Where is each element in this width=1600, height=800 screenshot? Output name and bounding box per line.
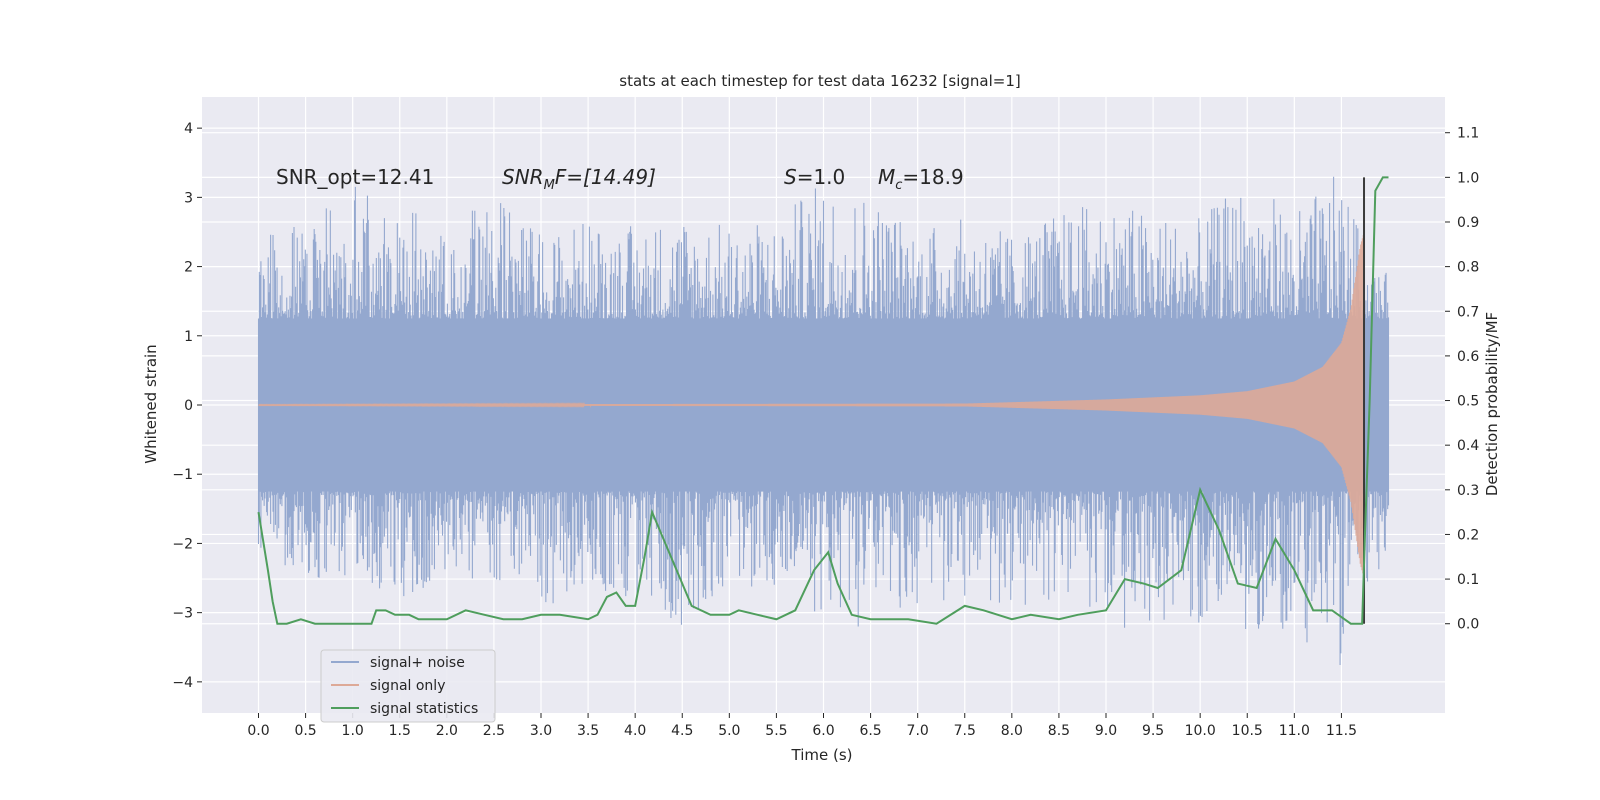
- x-tick-label: 10.0: [1185, 723, 1216, 739]
- x-tick-label: 1.5: [389, 723, 411, 739]
- y-right-tick-label: 1.0: [1457, 170, 1479, 186]
- x-tick-label: 4.5: [671, 723, 693, 739]
- y-tick-label: −4: [172, 675, 193, 691]
- x-tick-label: 10.5: [1232, 723, 1263, 739]
- y-tick-label: 1: [184, 329, 193, 345]
- y-right-tick-label: 0.2: [1457, 527, 1479, 543]
- y-tick-label: −3: [172, 606, 193, 622]
- x-tick-label: 6.0: [812, 723, 834, 739]
- series-signal-statistics: [257, 176, 1389, 625]
- y-right-tick-label: 0.1: [1457, 572, 1479, 588]
- signal-only-trace: [258, 231, 1365, 577]
- x-tick-label: 2.5: [483, 723, 505, 739]
- y-tick-label: −2: [172, 536, 193, 552]
- annotation-snr-mf: SNRMF=[14.49]: [502, 165, 656, 193]
- y-tick-label: 2: [184, 260, 193, 276]
- x-tick-label: 11.5: [1326, 723, 1357, 739]
- x-tick-label: 9.5: [1142, 723, 1164, 739]
- chart-title: stats at each timestep for test data 162…: [619, 72, 1020, 90]
- y-right-tick-label: 0.3: [1457, 483, 1479, 499]
- y-right-tick-label: 0.9: [1457, 215, 1479, 231]
- x-tick-label: 0.5: [294, 723, 316, 739]
- x-tick-label: 8.5: [1048, 723, 1070, 739]
- annotation-snr-opt: SNR_opt=12.41: [276, 165, 434, 189]
- axis-ticks: 0.0 0.5 1.0 1.5 2.0 2.5 3.0 3.5 4.0 4.5 5.0 5.5 6.0 6…: [172, 121, 1479, 739]
- annotation-mc-value: =18.9: [902, 165, 963, 189]
- y-right-tick-label: 0.8: [1457, 260, 1479, 276]
- signal-noise-trace: [257, 176, 1390, 665]
- y-tick-label: 3: [184, 190, 193, 206]
- y-tick-label: −1: [172, 467, 193, 483]
- data-layer: [257, 176, 1390, 665]
- annotation-mc-subscript: c: [895, 178, 902, 193]
- y-right-axis-label: Detection probability/MF: [1483, 312, 1501, 496]
- x-tick-label: 2.0: [436, 723, 458, 739]
- y-right-tick-label: 0.7: [1457, 304, 1479, 320]
- x-tick-label: 0.0: [247, 723, 269, 739]
- annotation-mc: Mc=18.9: [878, 165, 964, 193]
- x-axis-label: Time (s): [791, 746, 853, 764]
- x-tick-label: 1.0: [342, 723, 364, 739]
- y-right-tick-label: 0.5: [1457, 394, 1479, 410]
- x-tick-label: 9.0: [1095, 723, 1117, 739]
- annotation-s-value: =1.0: [797, 165, 846, 189]
- y-tick-label: 4: [184, 121, 193, 137]
- x-tick-label: 11.0: [1279, 723, 1310, 739]
- legend-label-signal-noise: signal+ noise: [370, 655, 465, 671]
- y-tick-label: 0: [184, 398, 193, 414]
- y-right-tick-label: 1.1: [1457, 126, 1479, 142]
- annotation-snr-mf-symbol: SNR: [502, 165, 544, 189]
- x-tick-label: 6.5: [859, 723, 881, 739]
- legend-label-signal-only: signal only: [370, 678, 445, 694]
- x-tick-label: 5.5: [765, 723, 787, 739]
- x-tick-label: 3.0: [530, 723, 552, 739]
- y-axis-label: Whitened strain: [142, 344, 160, 463]
- y-right-tick-label: 0.6: [1457, 349, 1479, 365]
- series-signal-only: [258, 231, 1365, 577]
- annotation-s: S=1.0: [784, 165, 845, 189]
- x-tick-label: 3.5: [577, 723, 599, 739]
- legend: signal+ noise signal only signal statist…: [320, 649, 496, 723]
- annotation-snr-mf-value: F=[14.49]: [555, 165, 656, 189]
- x-tick-label: 4.0: [624, 723, 646, 739]
- annotation-mc-symbol: M: [878, 165, 895, 189]
- x-tick-label: 5.0: [718, 723, 740, 739]
- annotation-snr-mf-subscript: M: [544, 178, 555, 193]
- annotation-s-symbol: S: [784, 165, 797, 189]
- legend-box: [320, 649, 496, 723]
- y-right-tick-label: 0.4: [1457, 438, 1479, 454]
- y-right-tick-label: 0.0: [1457, 617, 1479, 633]
- x-tick-label: 7.5: [954, 723, 976, 739]
- x-tick-label: 7.0: [907, 723, 929, 739]
- legend-label-signal-statistics: signal statistics: [370, 701, 478, 717]
- x-tick-label: 8.0: [1001, 723, 1023, 739]
